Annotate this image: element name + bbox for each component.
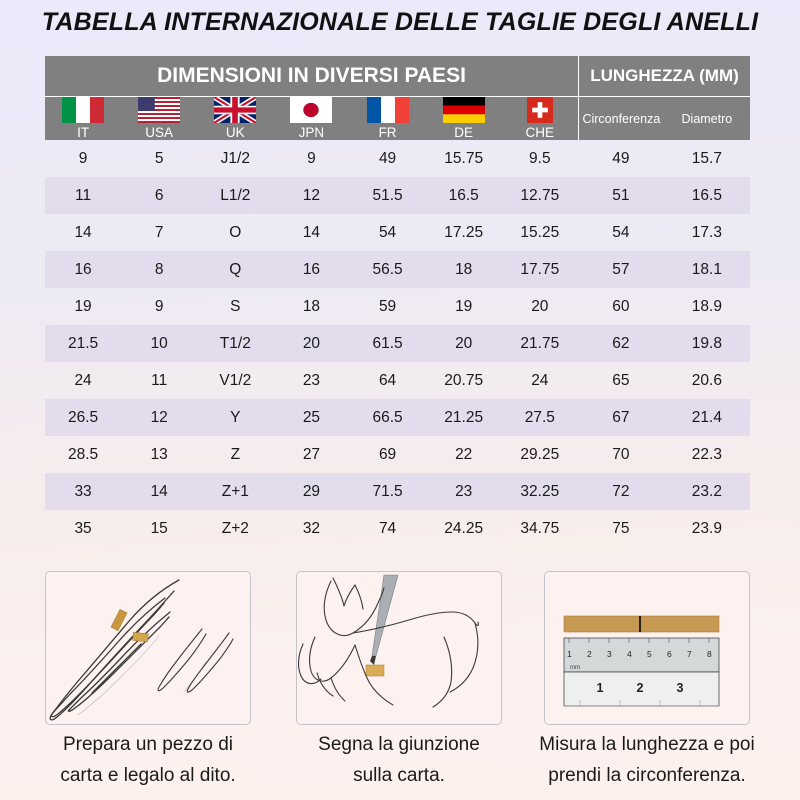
svg-text:3: 3 [607,649,612,659]
svg-text:5: 5 [647,649,652,659]
svg-text:1: 1 [597,681,604,695]
svg-text:1: 1 [567,649,572,659]
svg-text:7: 7 [687,649,692,659]
svg-text:4: 4 [627,649,632,659]
svg-text:2: 2 [587,649,592,659]
svg-text:8: 8 [707,649,712,659]
svg-text:2: 2 [637,681,644,695]
svg-text:3: 3 [677,681,684,695]
svg-text:6: 6 [667,649,672,659]
svg-text:mm: mm [570,665,580,671]
